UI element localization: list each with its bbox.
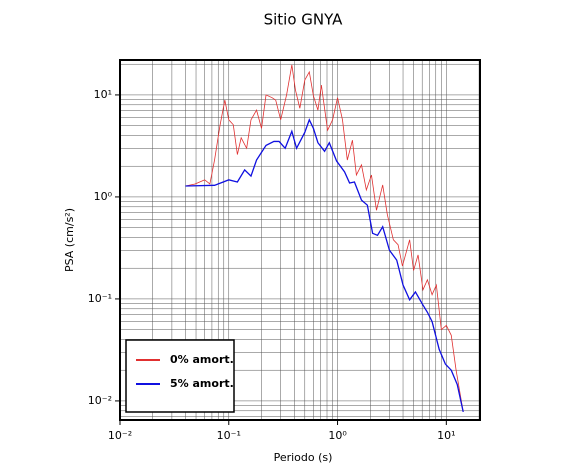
y-tick-label: 10⁻¹ (88, 292, 112, 305)
series-line (185, 64, 464, 412)
x-tick-label: 10¹ (437, 429, 455, 442)
x-tick-label: 10⁻² (108, 429, 132, 442)
legend-label: 5% amort. (170, 377, 234, 390)
y-axis-label: PSA (cm/s²) (63, 208, 76, 272)
x-tick-label: 10⁰ (328, 429, 347, 442)
x-tick-label: 10⁻¹ (217, 429, 241, 442)
series-line (185, 118, 464, 413)
plot-frame (119, 59, 481, 421)
legend-label: 0% amort. (170, 353, 234, 366)
y-tick-label: 10¹ (94, 88, 112, 101)
y-tick-label: 10⁻² (88, 394, 112, 407)
y-tick-label: 10⁰ (94, 190, 113, 203)
legend-box (125, 339, 235, 413)
chart-title: Sitio GNYA (264, 11, 344, 29)
x-axis-label: Periodo (s) (274, 451, 333, 464)
